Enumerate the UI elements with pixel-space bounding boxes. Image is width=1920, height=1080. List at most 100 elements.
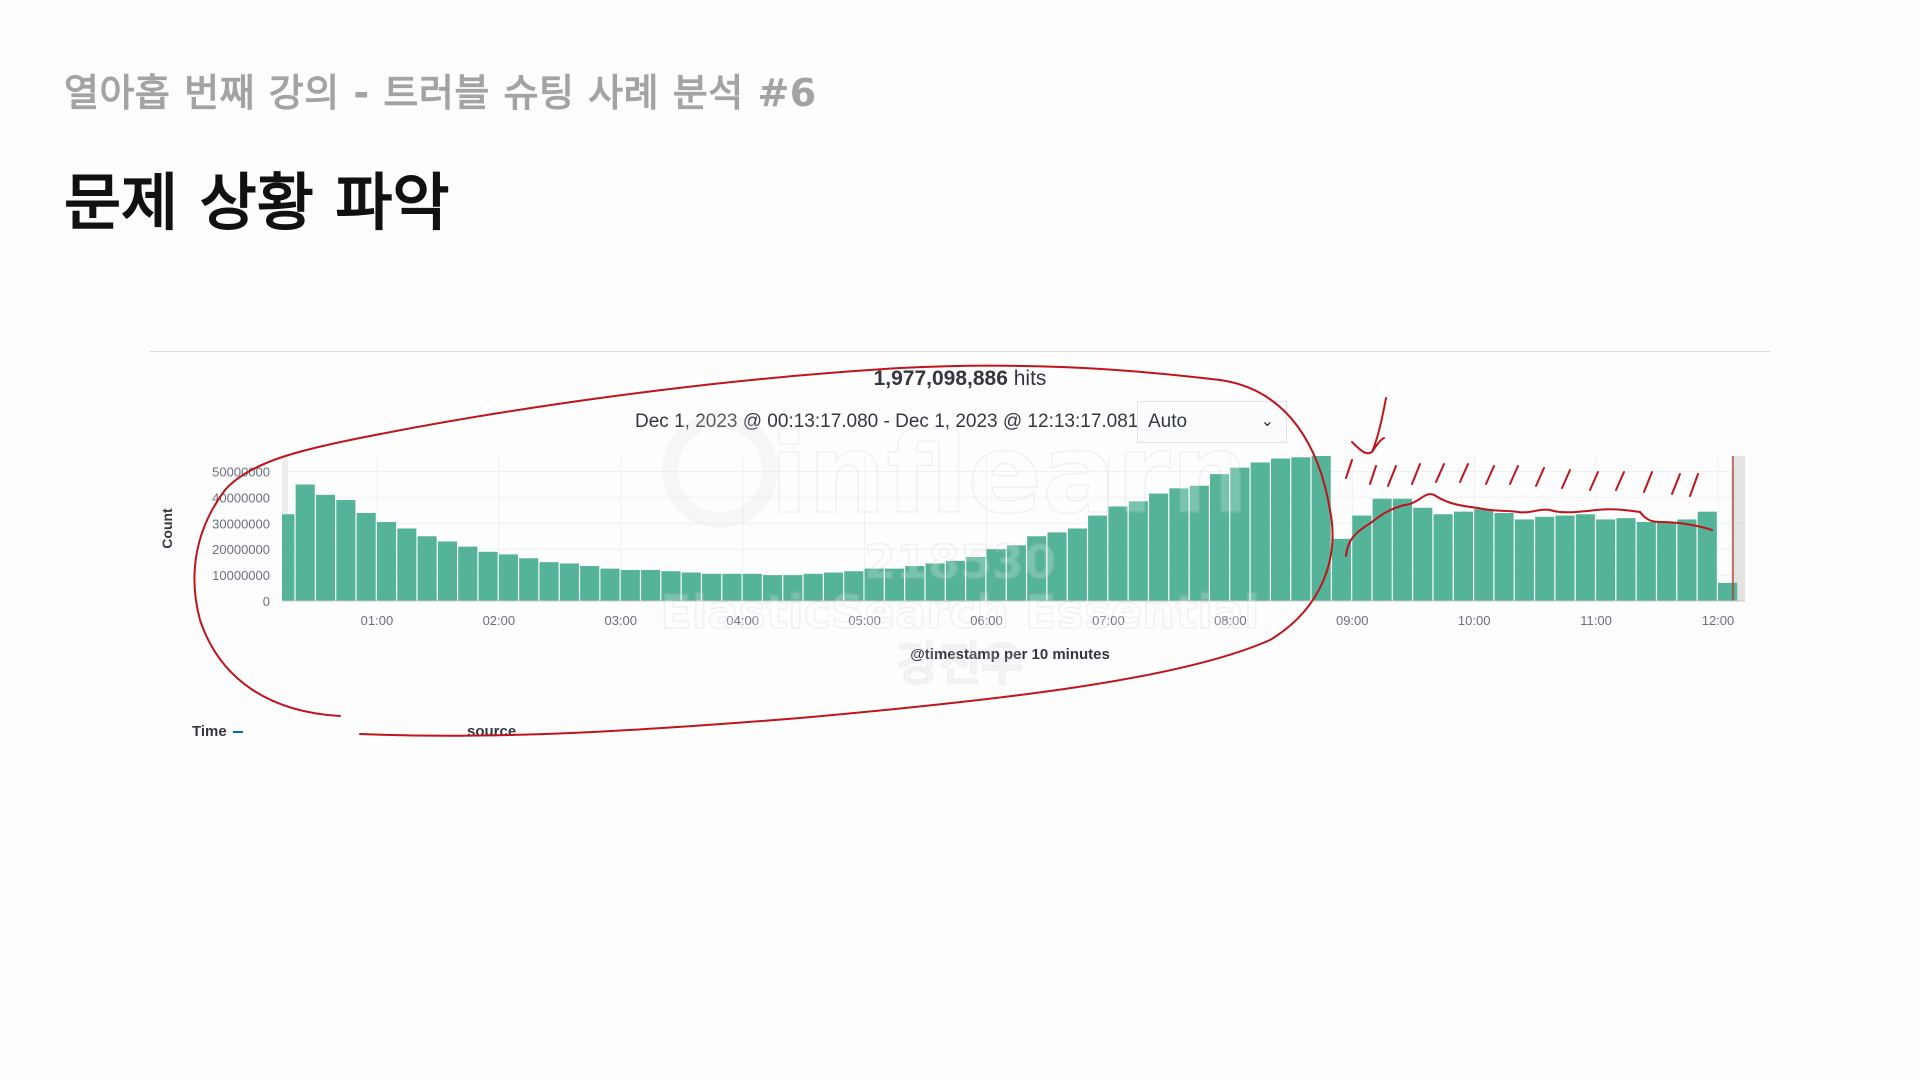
kibana-discover-panel: 1,977,098,886 hits Dec 1, 2023 @ 00:13:1… xyxy=(150,351,1770,751)
histogram-bar[interactable] xyxy=(844,571,864,601)
histogram-bar[interactable] xyxy=(986,549,1006,601)
hits-word: hits xyxy=(1013,367,1047,390)
y-tick-label: 0 xyxy=(263,594,270,609)
histogram-bar[interactable] xyxy=(458,546,478,601)
histogram-bar[interactable] xyxy=(1331,538,1352,601)
histogram-bar[interactable] xyxy=(1189,485,1209,601)
histogram-bar[interactable] xyxy=(641,569,661,601)
column-header-time[interactable]: Time xyxy=(192,723,243,740)
histogram-bar[interactable] xyxy=(884,568,905,601)
histogram-bar[interactable] xyxy=(1657,522,1677,601)
histogram-bar[interactable] xyxy=(1108,506,1128,601)
x-tick-label: 09:00 xyxy=(1336,613,1369,628)
histogram-bar[interactable] xyxy=(1270,458,1291,601)
histogram-bar[interactable] xyxy=(742,573,762,601)
histogram-bar[interactable] xyxy=(397,528,417,602)
histogram-bar[interactable] xyxy=(1067,528,1087,602)
histogram-bar[interactable] xyxy=(417,536,437,601)
histogram-bar[interactable] xyxy=(783,575,803,601)
histogram-bar[interactable] xyxy=(1352,515,1372,601)
histogram-bar[interactable] xyxy=(282,514,295,601)
histogram-bar[interactable] xyxy=(1006,545,1026,601)
range-end-shade xyxy=(1731,456,1745,601)
histogram-bar[interactable] xyxy=(620,569,640,601)
histogram-bar[interactable] xyxy=(478,551,498,601)
histogram-bar[interactable] xyxy=(1372,498,1392,601)
histogram-bar[interactable] xyxy=(1636,522,1656,601)
histogram-bar[interactable] xyxy=(1494,512,1514,601)
histogram-bar[interactable] xyxy=(580,566,600,601)
slide-title: 문제 상황 파악 xyxy=(64,166,450,239)
histogram-bar[interactable] xyxy=(1616,518,1636,601)
x-tick-label: 05:00 xyxy=(848,613,881,628)
histogram-bar[interactable] xyxy=(1230,467,1250,601)
histogram-bar[interactable] xyxy=(1149,493,1169,601)
y-tick-label: 10000000 xyxy=(212,568,270,583)
histogram-bar[interactable] xyxy=(1677,519,1697,601)
histogram-bar[interactable] xyxy=(1575,514,1595,601)
histogram-bar[interactable] xyxy=(1250,462,1270,601)
x-tick-label: 07:00 xyxy=(1092,613,1125,628)
histogram-bar[interactable] xyxy=(762,575,783,601)
histogram-bar[interactable] xyxy=(1697,511,1717,601)
histogram-bar[interactable] xyxy=(1535,516,1555,601)
histogram-bar[interactable] xyxy=(1047,532,1067,601)
histogram-bar[interactable] xyxy=(1169,488,1189,601)
histogram-bar[interactable] xyxy=(1088,515,1108,601)
slide-subtitle: 열아홉 번째 강의 - 트러블 슈팅 사례 분석 #6 xyxy=(64,71,817,115)
histogram-bar[interactable] xyxy=(945,560,965,601)
x-tick-label: 12:00 xyxy=(1702,613,1735,628)
histogram-bar[interactable] xyxy=(905,566,925,601)
histogram-bar[interactable] xyxy=(600,568,620,601)
x-tick-label: 11:00 xyxy=(1580,613,1612,628)
x-tick-label: 02:00 xyxy=(483,613,516,628)
histogram-bar[interactable] xyxy=(1210,474,1230,601)
column-header-source[interactable]: source xyxy=(467,723,517,740)
histogram-bar[interactable] xyxy=(295,484,315,601)
x-tick-label: 10:00 xyxy=(1458,613,1491,628)
histogram-bar[interactable] xyxy=(1433,514,1453,601)
histogram-bar[interactable] xyxy=(498,554,518,601)
histogram-bar[interactable] xyxy=(803,573,823,601)
histogram-chart: 0 10000000 20000000 30000000 40000000 5000000… xyxy=(159,456,1745,663)
histogram-bar[interactable] xyxy=(356,512,376,601)
histogram-bar[interactable] xyxy=(315,494,336,601)
x-tick-label: 01:00 xyxy=(361,613,394,628)
histogram-bar[interactable] xyxy=(1718,582,1738,601)
histogram-bar[interactable] xyxy=(925,563,945,601)
histogram-bar[interactable] xyxy=(966,556,986,601)
y-axis-label: Count xyxy=(159,508,175,549)
sort-indicator-icon xyxy=(232,731,243,734)
histogram-bar[interactable] xyxy=(1596,519,1616,601)
histogram-bar[interactable] xyxy=(681,572,701,601)
column-header-time-label: Time xyxy=(192,723,227,740)
histogram-bar[interactable] xyxy=(864,568,884,601)
histogram-bar[interactable] xyxy=(823,572,844,601)
histogram-bar[interactable] xyxy=(1392,498,1413,601)
chevron-down-icon: ⌄ xyxy=(1260,413,1274,430)
hits-counter: 1,977,098,886 hits xyxy=(150,367,1770,391)
panel-divider xyxy=(150,351,1770,352)
histogram-bar[interactable] xyxy=(1128,501,1148,601)
histogram-bar[interactable] xyxy=(722,573,742,601)
histogram-bar[interactable] xyxy=(437,541,458,601)
histogram-bar[interactable] xyxy=(1413,507,1433,601)
histogram-bar[interactable] xyxy=(702,573,722,601)
histogram-bar[interactable] xyxy=(1453,511,1473,601)
y-tick-label: 30000000 xyxy=(212,516,270,531)
y-tick-label: 50000000 xyxy=(212,465,270,480)
histogram-bar[interactable] xyxy=(1555,515,1575,601)
histogram-bar[interactable] xyxy=(1311,456,1331,601)
histogram-bar[interactable] xyxy=(559,563,579,601)
histogram-bar[interactable] xyxy=(376,522,397,601)
histogram-bar[interactable] xyxy=(1514,519,1534,601)
histogram-bar[interactable] xyxy=(519,558,539,601)
histogram-bar[interactable] xyxy=(1027,536,1047,601)
histogram-bar[interactable] xyxy=(336,500,356,601)
histogram-bar[interactable] xyxy=(539,562,559,601)
histogram-bar[interactable] xyxy=(1291,457,1311,601)
x-tick-label: 03:00 xyxy=(604,613,637,628)
histogram-bar[interactable] xyxy=(661,571,681,601)
histogram-bar[interactable] xyxy=(1474,509,1494,601)
interval-select[interactable]: Auto ⌄ xyxy=(1137,401,1287,443)
